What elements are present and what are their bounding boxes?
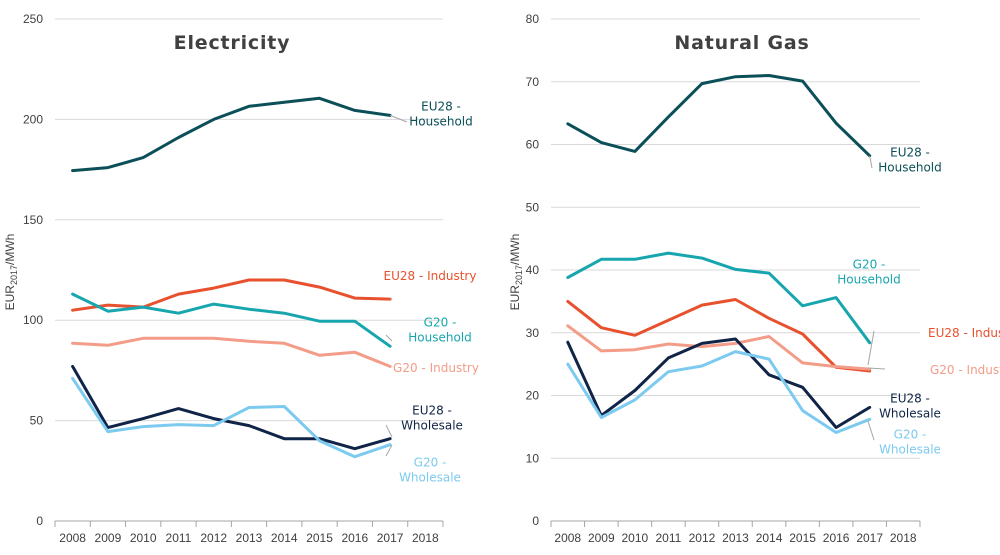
y-tick-label: 50 — [526, 200, 540, 214]
series-label-g20-household: Household — [408, 331, 472, 345]
x-tick-label: 2012 — [689, 531, 716, 545]
series-line-eu28-household — [566, 74, 872, 158]
series-line-eu28-household — [71, 96, 392, 173]
x-tick-label: 2013 — [236, 531, 263, 545]
series-label-eu28-household: Household — [409, 115, 473, 129]
x-tick-label: 2013 — [722, 531, 749, 545]
series-label-eu28-industry: EU28 - Industry — [928, 326, 1000, 340]
x-tick-label: 2009 — [95, 531, 122, 545]
x-tick-label: 2010 — [130, 531, 157, 545]
series-line-g20-industry — [566, 324, 872, 371]
x-tick-label: 2011 — [166, 531, 192, 545]
x-tick-label: 2011 — [656, 531, 682, 545]
series-label-g20-household: Household — [837, 273, 901, 287]
series-line-eu28-industry — [71, 278, 392, 312]
label-leader-line — [389, 297, 393, 300]
y-axis-label: EUR2017/MWh — [508, 234, 524, 311]
x-tick-label: 2018 — [412, 531, 439, 545]
y-tick-label: 250 — [23, 12, 43, 26]
x-tick-label: 2014 — [271, 531, 298, 545]
series-label-eu28-household: EU28 - — [890, 146, 930, 160]
series-label-eu28-wholesale: Wholesale — [879, 407, 941, 421]
x-tick-label: 2014 — [756, 531, 783, 545]
x-tick-label: 2017 — [856, 531, 883, 545]
series-label-eu28-wholesale: EU28 - — [890, 392, 930, 406]
series-label-g20-wholesale: G20 - — [414, 456, 447, 470]
series-line-g20-industry — [71, 336, 392, 368]
series-label-g20-wholesale: G20 - — [894, 428, 927, 442]
y-tick-label: 30 — [526, 326, 540, 340]
series-line-g20-household — [566, 251, 872, 345]
label-leader-line — [385, 334, 393, 342]
series-line-g20-wholesale — [566, 350, 872, 434]
label-leader-line — [389, 114, 408, 123]
x-tick-label: 2017 — [377, 531, 404, 545]
label-leader-line — [867, 367, 886, 370]
series-line-g20-household — [71, 292, 392, 348]
series-label-eu28-industry: EU28 - Industry — [384, 269, 477, 283]
series-line-eu28-industry — [566, 298, 872, 373]
y-tick-label: 70 — [526, 75, 540, 89]
y-tick-label: 0 — [36, 514, 43, 528]
electricity-panel: 0 50 100 150 200 250 2008 2009 2010 2011 2012 2013 2… — [3, 12, 479, 545]
series-line-g20-wholesale — [71, 376, 392, 459]
series-label-eu28-household: Household — [878, 161, 942, 175]
label-leader-line — [869, 155, 873, 169]
series-label-eu28-wholesale: Wholesale — [401, 419, 463, 433]
y-tick-label: 0 — [532, 514, 539, 528]
x-tick-label: 2012 — [200, 531, 227, 545]
x-tick-label: 2015 — [306, 531, 333, 545]
label-leader-line — [385, 444, 393, 457]
series-label-eu28-wholesale: EU28 - — [412, 404, 452, 418]
series-label-g20-wholesale: Wholesale — [879, 443, 941, 457]
x-tick-label: 2008 — [554, 531, 581, 545]
series-label-g20-industry: G20 - Industry — [930, 363, 1000, 377]
label-leader-line — [867, 420, 875, 441]
x-tick-label: 2016 — [341, 531, 368, 545]
series-label-eu28-household: EU28 - — [421, 100, 461, 114]
label-leader-line — [385, 424, 393, 438]
natural-gas-panel: 0 10 20 30 40 50 60 70 80 2008 2009 2010 2011 2012 201… — [508, 12, 1000, 545]
series-label-g20-household: G20 - — [424, 316, 457, 330]
y-tick-label: 60 — [526, 138, 540, 152]
x-tick-label: 2008 — [59, 531, 86, 545]
chart-title: Electricity — [174, 32, 291, 54]
x-tick-label: 2016 — [823, 531, 850, 545]
x-tick-label: 2009 — [588, 531, 615, 545]
y-tick-label: 100 — [23, 313, 43, 327]
y-tick-label: 50 — [30, 414, 44, 428]
y-tick-label: 80 — [526, 12, 540, 26]
x-tick-label: 2010 — [622, 531, 649, 545]
x-tick-label: 2015 — [789, 531, 816, 545]
series-line-eu28-wholesale — [71, 364, 392, 451]
chart-title: Natural Gas — [674, 32, 809, 54]
series-label-g20-wholesale: Wholesale — [399, 471, 461, 485]
label-leader-line — [867, 330, 875, 366]
series-line-eu28-wholesale — [566, 337, 872, 429]
y-tick-label: 20 — [526, 389, 540, 403]
y-tick-label: 200 — [23, 112, 43, 126]
y-tick-label: 150 — [23, 213, 43, 227]
y-axis-label: EUR2017/MWh — [3, 234, 19, 311]
x-tick-label: 2018 — [890, 531, 917, 545]
y-tick-label: 40 — [526, 263, 540, 277]
series-label-g20-industry: G20 - Industry — [393, 361, 479, 375]
series-label-g20-household: G20 - — [853, 258, 886, 272]
y-tick-label: 10 — [526, 451, 540, 465]
